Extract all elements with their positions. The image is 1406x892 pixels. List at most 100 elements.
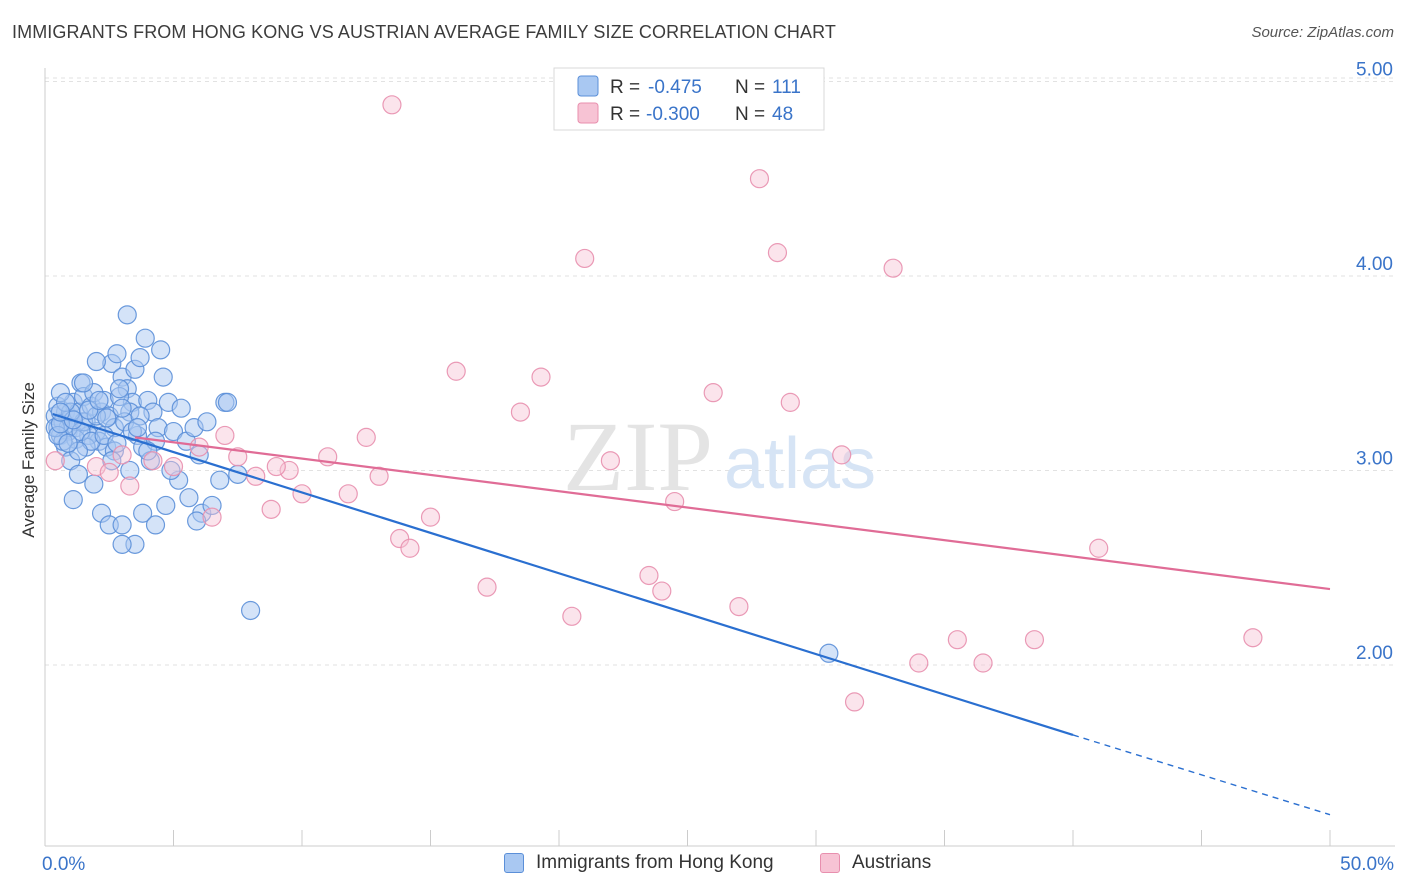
y-tick-label-2: 4.00	[1356, 254, 1393, 275]
point-blue-79	[120, 460, 140, 481]
point-blue-106	[217, 392, 238, 412]
point-blue-38	[130, 348, 150, 368]
grid-lines	[45, 77, 1395, 666]
point-blue-104	[58, 433, 78, 453]
point-pink-38	[883, 258, 903, 278]
legend-item-hong-kong: Immigrants from Hong Kong	[504, 852, 774, 874]
point-blue-109	[112, 534, 132, 554]
x-tick-label-0: 0.0%	[42, 854, 85, 875]
legend-swatch-pink	[577, 102, 599, 124]
point-pink-6	[163, 456, 184, 477]
point-blue-63	[112, 515, 132, 535]
point-pink-43	[1089, 538, 1109, 558]
point-pink-12	[261, 499, 281, 519]
series-hong-kong	[45, 305, 839, 663]
point-pink-44	[1243, 628, 1263, 648]
point-blue-73	[210, 470, 230, 490]
legend-n-value-pink: 48	[772, 104, 793, 125]
point-pink-2	[99, 462, 119, 482]
point-blue-98	[127, 418, 148, 438]
legend-swatch-austrians	[820, 853, 840, 873]
legend-n-label-blue: N =	[735, 77, 765, 98]
point-pink-24	[510, 402, 531, 422]
y-tick-label-0: 2.00	[1356, 643, 1393, 664]
point-pink-26	[562, 606, 582, 626]
point-pink-17	[356, 427, 376, 447]
point-pink-45	[382, 95, 402, 115]
point-blue-50	[171, 398, 191, 418]
point-blue-65	[133, 503, 153, 523]
point-blue-55	[151, 340, 171, 360]
point-pink-35	[767, 243, 788, 263]
trend-lines	[52, 412, 1331, 816]
legend-swatch-hong-kong	[504, 853, 524, 873]
legend-top: R = -0.475 N = 111 R = -0.300 N = 48	[553, 67, 825, 131]
x-tick-label-1: 50.0%	[1340, 854, 1394, 875]
point-blue-71	[187, 511, 207, 531]
point-pink-8	[202, 507, 222, 527]
point-pink-20	[400, 538, 420, 558]
point-blue-96	[97, 408, 117, 428]
axes	[44, 68, 1395, 847]
legend-n-value-blue: 111	[772, 77, 801, 98]
point-pink-34	[749, 169, 770, 189]
point-pink-37	[844, 692, 865, 712]
point-blue-101	[50, 402, 71, 422]
point-pink-46	[780, 392, 800, 412]
point-pink-16	[338, 484, 358, 504]
point-pink-19	[390, 528, 410, 549]
legend-item-austrians: Austrians	[820, 852, 931, 874]
point-pink-25	[531, 367, 551, 387]
point-blue-31	[107, 344, 127, 364]
legend-r-label-pink: R =	[610, 104, 640, 125]
point-pink-47	[266, 456, 286, 477]
point-pink-13	[279, 460, 299, 481]
point-blue-97	[112, 398, 132, 418]
point-blue-66	[145, 515, 166, 535]
point-blue-49	[163, 421, 184, 442]
point-pink-14	[292, 484, 312, 504]
point-pink-39	[909, 653, 929, 673]
point-pink-9	[215, 425, 235, 446]
point-pink-5	[143, 451, 163, 471]
legend-label-austrians: Austrians	[852, 852, 932, 873]
watermark: ZIP atlas	[563, 401, 876, 512]
legend-bottom: Immigrants from Hong Kong Austrians	[0, 852, 1406, 878]
point-pink-31	[665, 491, 685, 512]
tick-labels: 2.00 3.00 4.00 5.00 0.0% 50.0%	[42, 59, 1394, 875]
legend-r-value-blue: -0.475	[648, 77, 702, 98]
point-blue-60	[63, 490, 83, 510]
series-austrians	[45, 95, 1263, 712]
y-tick-label-1: 3.00	[1356, 448, 1393, 469]
legend-n-label-pink: N =	[735, 104, 765, 125]
point-pink-33	[729, 596, 749, 617]
chart-source: Source: ZipAtlas.com	[1251, 24, 1394, 41]
point-blue-34	[86, 351, 107, 372]
chart-title: IMMIGRANTS FROM HONG KONG VS AUSTRIAN AV…	[12, 22, 836, 42]
point-blue-69	[179, 488, 199, 508]
point-blue-105	[89, 390, 109, 411]
point-pink-4	[120, 476, 140, 496]
y-tick-label-3: 5.00	[1356, 59, 1393, 80]
point-pink-11	[246, 466, 266, 486]
point-pink-29	[639, 565, 659, 586]
point-blue-47	[135, 328, 155, 348]
legend-swatch-blue	[577, 75, 599, 97]
point-blue-102	[73, 373, 94, 393]
point-pink-41	[973, 653, 993, 673]
point-blue-58	[84, 474, 104, 494]
point-pink-27	[575, 248, 595, 269]
legend-label-hong-kong: Immigrants from Hong Kong	[536, 852, 774, 873]
point-pink-3	[112, 445, 132, 465]
trend-line-pink	[134, 436, 1331, 591]
point-pink-42	[1024, 630, 1045, 650]
watermark-atlas: atlas	[724, 424, 876, 504]
point-blue-56	[117, 305, 137, 325]
point-blue-67	[156, 495, 176, 516]
point-blue-100	[109, 379, 130, 399]
y-axis-label: Average Family Size	[19, 382, 38, 538]
trend-extension-blue	[1072, 734, 1331, 816]
point-pink-28	[600, 451, 621, 471]
trend-line-blue	[52, 412, 1074, 737]
